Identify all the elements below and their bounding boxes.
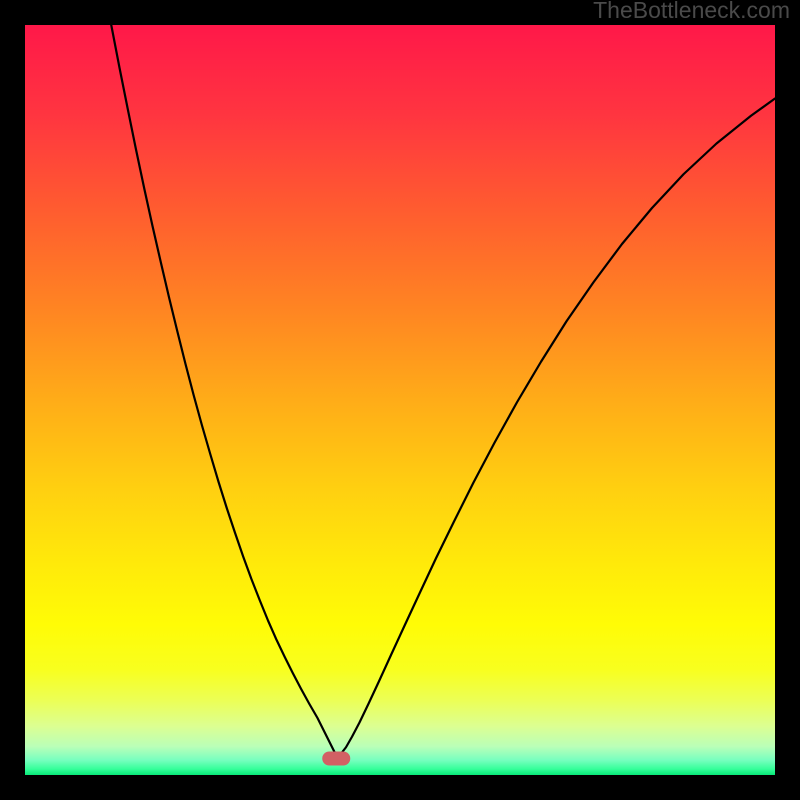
bottleneck-chart: TheBottleneck.com (0, 0, 800, 800)
optimum-marker (322, 752, 350, 766)
gradient-plot-area (25, 25, 775, 775)
attribution-text: TheBottleneck.com (593, 0, 790, 23)
